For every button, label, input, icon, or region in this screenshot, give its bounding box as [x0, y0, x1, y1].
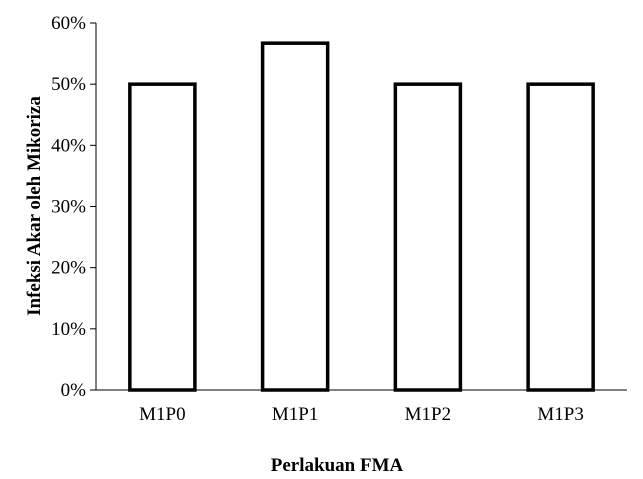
- bar-m1p2: [393, 82, 463, 392]
- bar-m1p3: [526, 82, 595, 392]
- bars: [128, 41, 595, 392]
- y-tick-label: 20%: [51, 258, 86, 279]
- x-tick-label: M1P3: [537, 404, 583, 425]
- y-tick-label: 50%: [51, 74, 86, 95]
- bar-m1p1: [260, 41, 330, 392]
- bar-m1p0: [128, 82, 197, 392]
- y-tick-label: 10%: [51, 319, 86, 340]
- x-tick-label: M1P1: [272, 404, 318, 425]
- x-axis-ticks: M1P0 M1P1 M1P2 M1P3: [139, 404, 584, 425]
- y-axis-title: Infeksi Akar oleh Mikoriza: [24, 96, 45, 316]
- y-tick-label: 40%: [51, 135, 86, 156]
- y-tick-label: 30%: [51, 197, 86, 218]
- y-axis-ticks: 0% 10% 20% 30% 40% 50% 60%: [51, 13, 96, 401]
- x-tick-label: M1P2: [405, 404, 451, 425]
- x-tick-label: M1P0: [139, 404, 185, 425]
- x-axis-title: Perlakuan FMA: [271, 455, 404, 476]
- y-tick-label: 0%: [61, 380, 87, 401]
- y-tick-label: 60%: [51, 13, 86, 34]
